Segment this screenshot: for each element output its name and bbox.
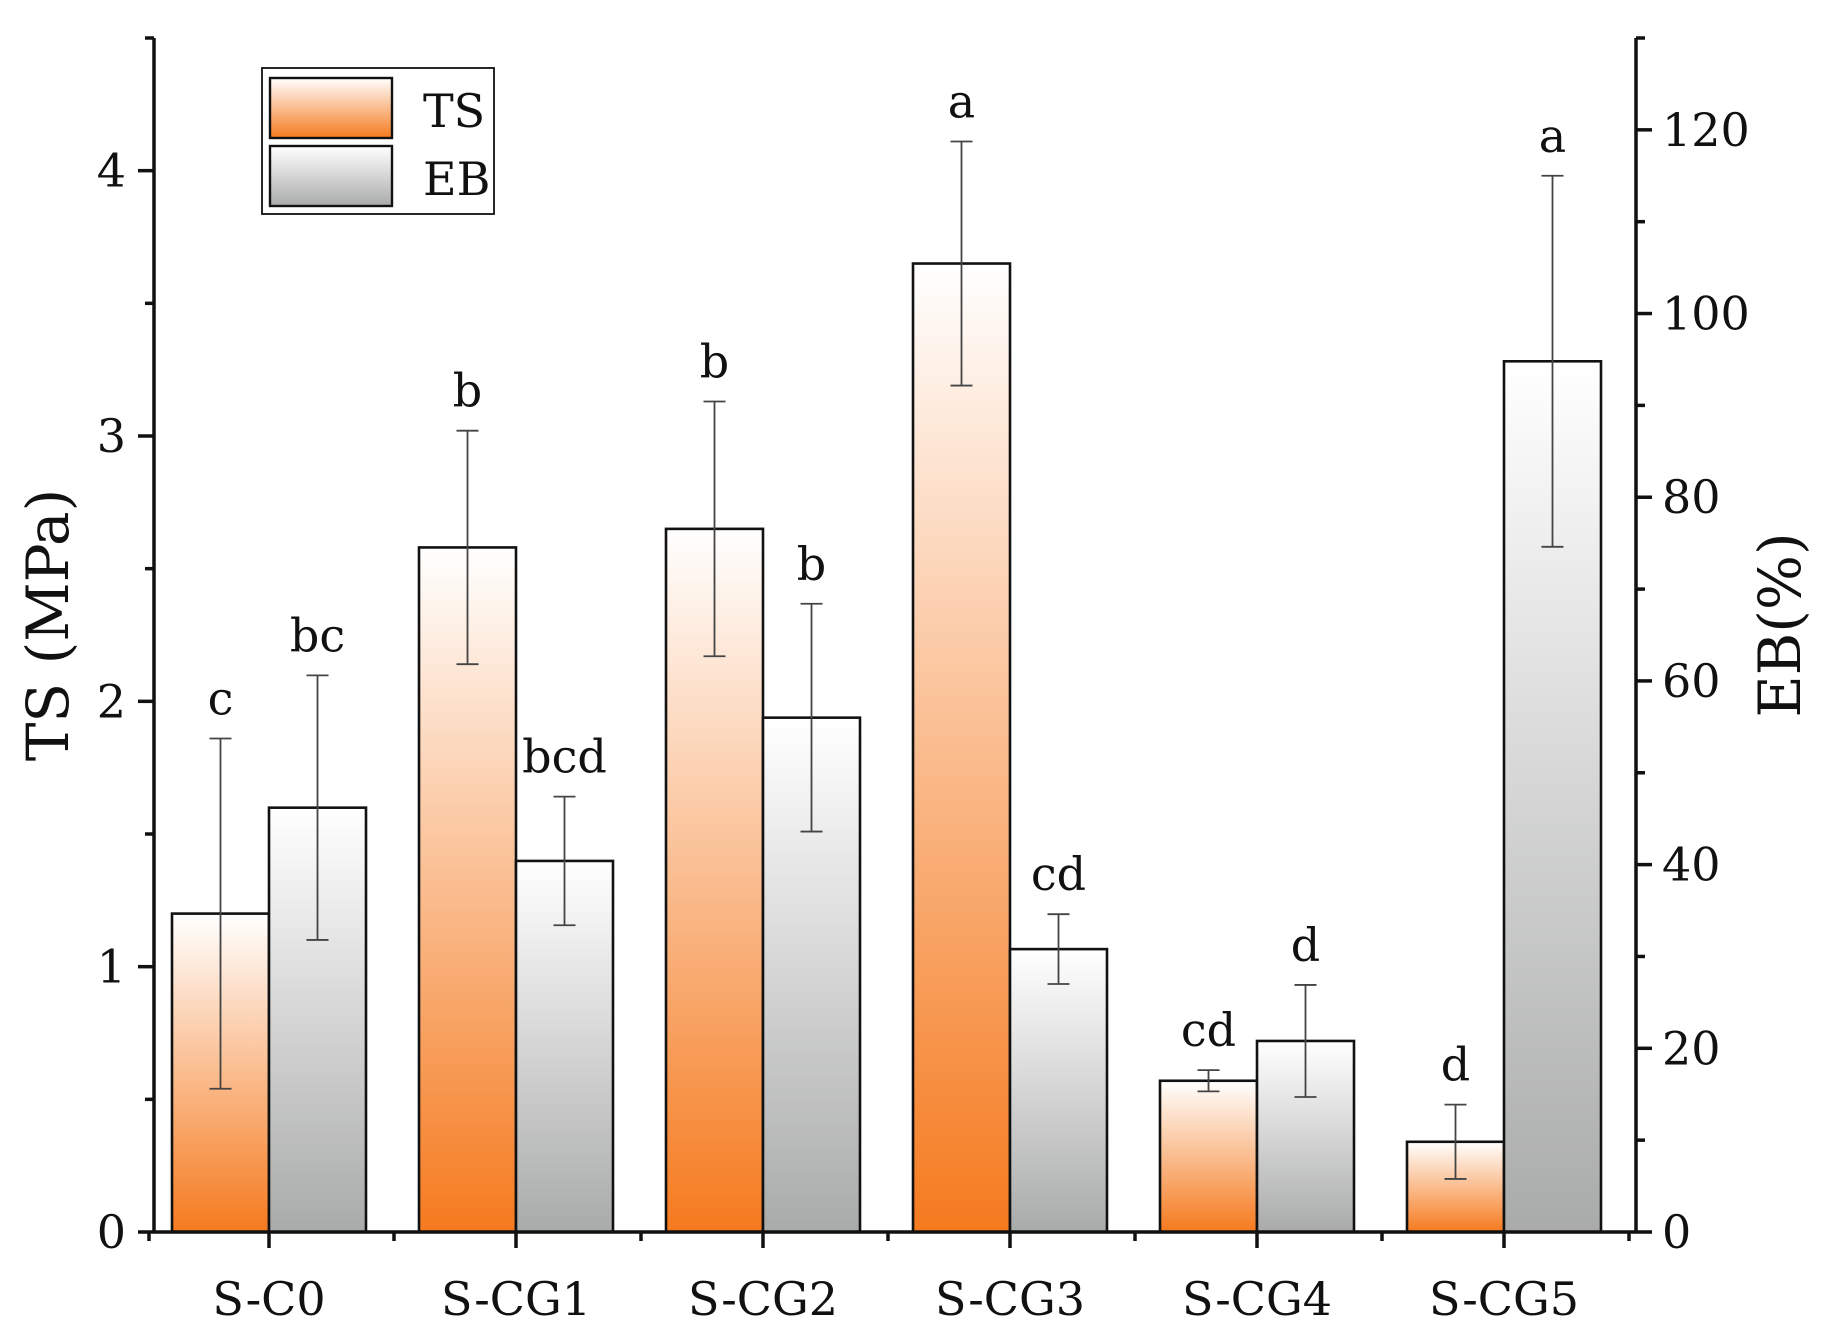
- y-axis-title-left: TS (MPa): [14, 489, 82, 762]
- legend-swatch-ts: [268, 76, 394, 140]
- y-left-tick-label-2: 2: [97, 674, 126, 728]
- y-left-tick-label-0: 0: [97, 1205, 126, 1259]
- x-tick-label-s-c0: S-C0: [212, 1272, 325, 1326]
- y-right-tick-label-0: 0: [1662, 1205, 1691, 1259]
- y-left-tick-label-4: 4: [97, 144, 126, 198]
- legend-swatch-eb: [268, 144, 394, 208]
- x-tick-label-s-cg4: S-CG4: [1182, 1272, 1332, 1326]
- y-right-tick-label-40: 40: [1662, 838, 1721, 892]
- y-left-tick-label-3: 3: [97, 409, 126, 463]
- significance-label-eb-s-cg5: a: [1539, 109, 1566, 163]
- y-right-tick-label-60: 60: [1662, 654, 1721, 708]
- plot-area: c bc S-C0 b bcd S-CG1 b b S-CG2 a cd S-CG3 cd d S-CG4 d…: [97, 36, 1750, 1326]
- legend-label-eb: EB: [423, 152, 490, 206]
- y-right-tick-label-20: 20: [1662, 1021, 1721, 1075]
- x-tick-label-s-cg1: S-CG1: [441, 1272, 591, 1326]
- significance-label-ts-s-cg4: cd: [1181, 1003, 1236, 1057]
- significance-label-ts-s-cg3: a: [948, 74, 975, 128]
- y-right-tick-label-80: 80: [1662, 470, 1721, 524]
- y-left-tick-label-1: 1: [97, 940, 126, 994]
- legend: TS EB: [261, 67, 495, 215]
- x-tick-label-s-cg5: S-CG5: [1429, 1272, 1579, 1326]
- legend-label-ts: TS: [423, 84, 485, 138]
- significance-label-eb-s-cg3: cd: [1031, 847, 1086, 901]
- bar-eb-s-cg3: [1008, 947, 1109, 1234]
- significance-label-eb-s-cg2: b: [797, 537, 826, 591]
- significance-label-ts-s-cg1: b: [453, 364, 482, 418]
- significance-label-ts-s-cg5: d: [1441, 1038, 1470, 1092]
- x-tick-label-s-cg3: S-CG3: [935, 1272, 1085, 1326]
- y-right-tick-label-100: 100: [1662, 287, 1750, 341]
- x-tick-label-s-cg2: S-CG2: [688, 1272, 838, 1326]
- bar-ts-s-cg3: [911, 262, 1012, 1234]
- bar-ts-s-cg4: [1158, 1079, 1259, 1234]
- y-right-tick-label-120: 120: [1662, 103, 1750, 157]
- significance-label-eb-s-cg4: d: [1291, 918, 1320, 972]
- significance-label-eb-s-cg1: bcd: [522, 730, 607, 784]
- y-axis-title-right: EB(%): [1746, 532, 1814, 717]
- significance-label-eb-s-c0: bc: [290, 608, 345, 662]
- significance-label-ts-s-c0: c: [208, 671, 234, 725]
- significance-label-ts-s-cg2: b: [700, 335, 729, 389]
